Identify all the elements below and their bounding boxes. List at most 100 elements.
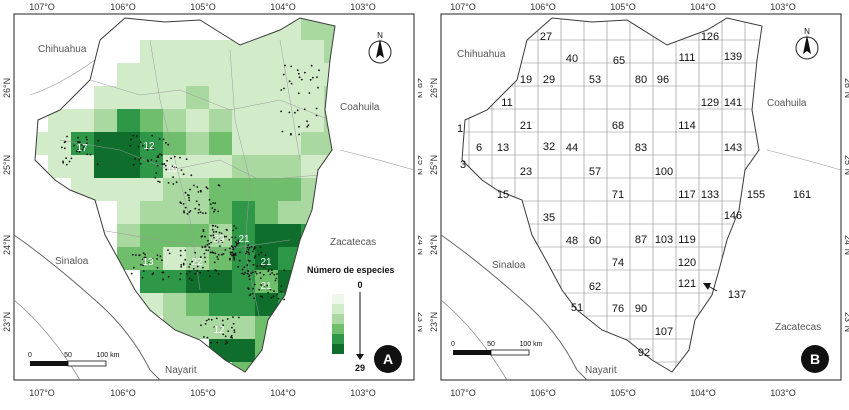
occurrence-point xyxy=(260,251,263,254)
tick-bottom: 104°O xyxy=(270,388,296,398)
map-b-svg: 27 40 65 111 126 139 19 29 53 80 96 11 1… xyxy=(429,2,849,398)
north-arrow-icon: N xyxy=(368,31,392,64)
svg-text:0: 0 xyxy=(451,341,455,348)
occurrence-point xyxy=(157,156,160,159)
occurrence-point xyxy=(134,157,136,160)
legend-swatch xyxy=(332,324,344,334)
richness-cell xyxy=(140,155,163,178)
richness-cell xyxy=(255,86,278,109)
occurrence-point xyxy=(182,262,185,265)
occurrence-point xyxy=(65,163,68,166)
occurrence-point xyxy=(197,191,200,193)
richness-cell xyxy=(163,316,186,339)
occurrence-point xyxy=(297,92,300,95)
occurrence-point xyxy=(318,69,320,72)
occurrence-point xyxy=(259,246,262,248)
cell-number: 139 xyxy=(724,51,742,63)
richness-cell xyxy=(71,155,94,178)
occurrence-point xyxy=(219,326,222,329)
occurrence-point xyxy=(73,144,75,147)
occurrence-point xyxy=(217,210,220,213)
occurrence-point xyxy=(220,239,223,242)
occurrence-point xyxy=(215,239,218,242)
occurrence-point xyxy=(274,279,277,282)
occurrence-point xyxy=(167,143,170,146)
tick-top: 106°O xyxy=(530,2,556,12)
occurrence-point xyxy=(183,211,186,214)
north-arrow-icon: N xyxy=(795,27,819,60)
occurrence-point xyxy=(139,157,142,159)
occurrence-point xyxy=(270,296,273,299)
state-outline xyxy=(34,17,336,373)
occurrence-point xyxy=(212,234,215,237)
occurrence-point xyxy=(276,273,278,275)
occurrence-point xyxy=(210,318,213,321)
richness-cell xyxy=(232,247,255,270)
cell-number: 3 xyxy=(460,159,466,171)
richness-cell xyxy=(301,86,324,109)
occurrence-point xyxy=(231,326,233,329)
cell-number: 13 xyxy=(497,142,509,154)
occurrence-point xyxy=(235,254,237,256)
svg-text:N: N xyxy=(804,27,810,36)
richness-cell xyxy=(301,224,324,247)
occurrence-point xyxy=(156,258,158,260)
occurrence-point xyxy=(151,273,154,276)
cell-number: 23 xyxy=(520,166,532,178)
occurrence-point xyxy=(190,279,193,281)
occurrence-point xyxy=(233,257,236,260)
occurrence-point xyxy=(211,251,214,254)
occurrence-point xyxy=(238,316,240,319)
occurrence-point xyxy=(204,261,207,263)
occurrence-point xyxy=(189,210,192,212)
occurrence-point xyxy=(226,229,229,232)
occurrence-point xyxy=(201,246,204,249)
occurrence-point xyxy=(175,166,178,169)
occurrence-point xyxy=(205,186,208,189)
occurrence-point xyxy=(85,136,88,139)
tick-right: 23°N xyxy=(416,312,422,332)
occurrence-point xyxy=(75,150,78,153)
place-coahuila: Coahuila xyxy=(767,98,807,109)
place-chihuahua: Chihuahua xyxy=(457,49,506,60)
occurrence-point xyxy=(214,202,217,205)
occurrence-point xyxy=(184,258,187,261)
occurrence-point xyxy=(247,248,250,251)
occurrence-point xyxy=(156,266,159,269)
cell-number: 117 xyxy=(678,189,696,201)
occurrence-point xyxy=(188,211,191,214)
occurrence-point xyxy=(234,252,237,255)
occurrence-point xyxy=(270,269,273,271)
occurrence-point xyxy=(179,156,181,159)
occurrence-point xyxy=(152,272,155,274)
richness-cell xyxy=(301,40,324,63)
occurrence-point xyxy=(62,161,65,164)
cell-label: 21 xyxy=(260,257,272,268)
occurrence-point xyxy=(163,163,166,165)
cell-number: 80 xyxy=(635,74,647,86)
occurrence-point xyxy=(141,276,144,279)
richness-cell xyxy=(71,178,94,201)
occurrence-point xyxy=(204,256,206,259)
occurrence-point xyxy=(209,275,211,277)
occurrence-point xyxy=(244,271,247,274)
occurrence-point xyxy=(232,248,235,251)
occurrence-point xyxy=(83,146,85,149)
tick-left: 24°N xyxy=(2,235,12,255)
occurrence-point xyxy=(211,207,214,209)
occurrence-point xyxy=(310,64,313,67)
occurrence-point xyxy=(183,210,185,213)
richness-cell xyxy=(347,63,370,86)
occurrence-point xyxy=(230,245,233,248)
occurrence-point xyxy=(237,239,240,242)
coastline xyxy=(440,234,588,381)
cell-labels: 17 12 16 29 21 13 22 21 21 12 xyxy=(76,141,272,336)
occurrence-point xyxy=(241,272,243,275)
occurrence-point xyxy=(77,136,79,139)
panel-letter-badge xyxy=(801,345,829,373)
richness-cell xyxy=(140,109,163,132)
occurrence-point xyxy=(197,211,200,214)
occurrence-point xyxy=(172,183,175,185)
occurrence-point xyxy=(209,251,212,254)
occurrence-point xyxy=(173,166,176,169)
